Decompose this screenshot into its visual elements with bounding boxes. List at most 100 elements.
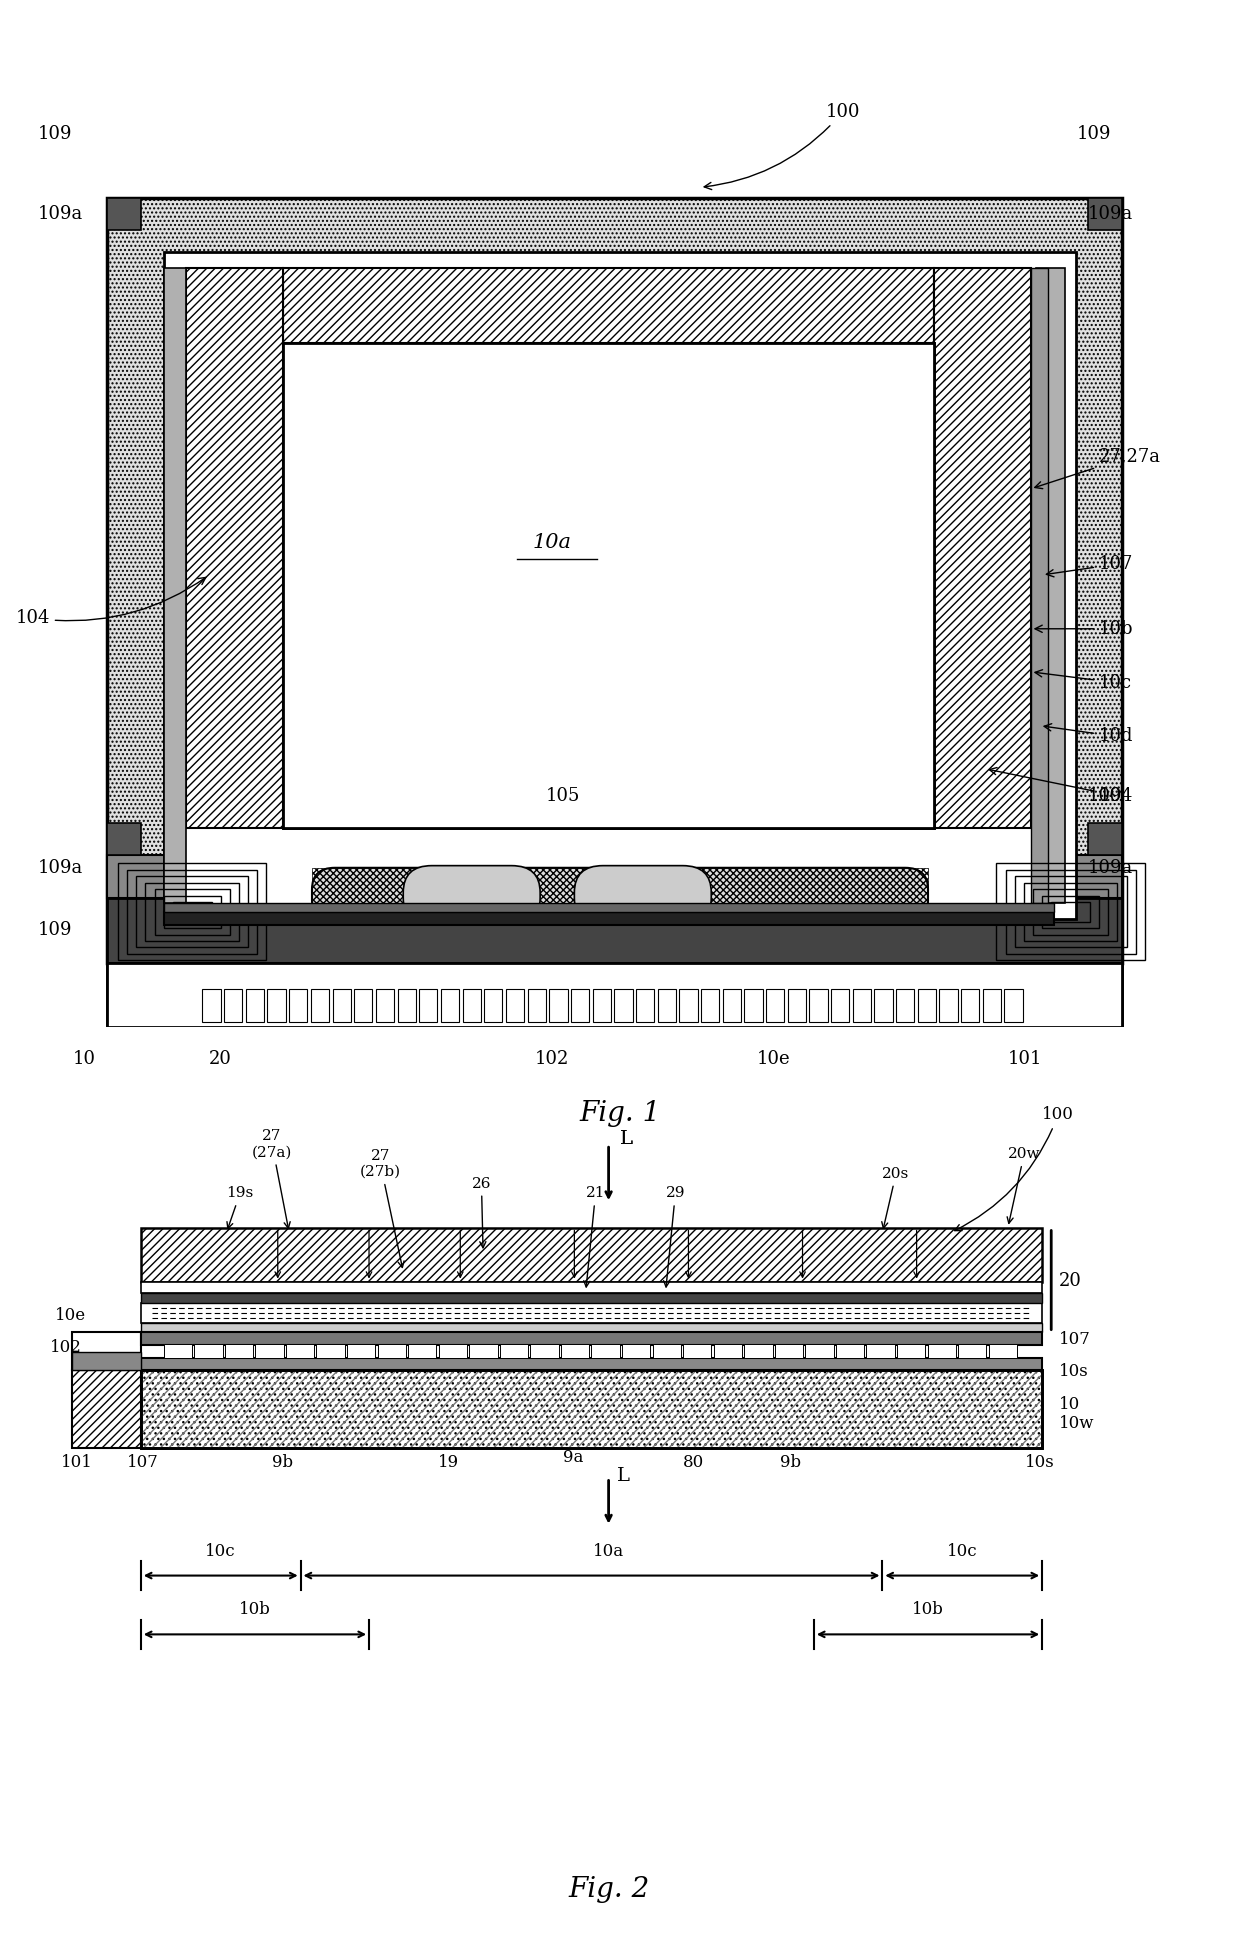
Text: 10s: 10s (1059, 1362, 1089, 1380)
Text: 109a: 109a (38, 205, 83, 223)
Bar (997, 864, 1145, 961)
Bar (141, 1293, 1042, 1302)
Text: 101: 101 (1008, 1050, 1043, 1068)
Bar (145, 884, 239, 942)
Bar (141, 1281, 1042, 1293)
Text: Fig. 2: Fig. 2 (568, 1876, 650, 1903)
Bar (591, 1345, 620, 1359)
Bar (622, 1345, 650, 1359)
Text: 26: 26 (471, 1176, 491, 1248)
Bar (940, 990, 957, 1021)
Text: 10b: 10b (1035, 620, 1133, 638)
Text: 10e: 10e (56, 1308, 87, 1324)
Bar (593, 990, 611, 1021)
Text: 107: 107 (1059, 1331, 1091, 1347)
Bar (398, 990, 415, 1021)
Bar (680, 990, 698, 1021)
Bar (831, 990, 849, 1021)
Bar (959, 1345, 987, 1359)
FancyBboxPatch shape (312, 868, 928, 922)
Bar (141, 1359, 1042, 1370)
Bar (107, 919, 1122, 1027)
Bar (224, 990, 242, 1021)
Bar (72, 1370, 141, 1448)
Text: 101: 101 (61, 1454, 93, 1471)
Bar (376, 990, 394, 1021)
Text: 9b: 9b (780, 1454, 801, 1471)
Bar (284, 764, 934, 828)
Bar (107, 963, 1122, 1027)
Bar (246, 990, 264, 1021)
Text: Fig. 1: Fig. 1 (579, 1099, 661, 1126)
Text: L: L (620, 1130, 632, 1149)
Text: 10c: 10c (1035, 671, 1132, 692)
Text: 21: 21 (584, 1186, 605, 1287)
Bar (961, 990, 980, 1021)
Text: 10: 10 (1059, 1395, 1080, 1413)
Bar (141, 1302, 1042, 1324)
Text: 100: 100 (704, 103, 859, 190)
Bar (332, 990, 351, 1021)
Bar (485, 990, 502, 1021)
Bar (744, 990, 763, 1021)
Bar (439, 1345, 467, 1359)
Bar (897, 1345, 925, 1359)
Bar (107, 855, 1122, 897)
Bar (1087, 198, 1122, 231)
Bar (155, 890, 229, 934)
Text: 10b: 10b (913, 1601, 944, 1618)
Text: 10c: 10c (206, 1543, 236, 1560)
Text: 102: 102 (50, 1339, 82, 1357)
Text: 10a: 10a (593, 1543, 624, 1560)
Bar (195, 1345, 222, 1359)
Bar (918, 990, 936, 1021)
Bar (1014, 876, 1126, 948)
Bar (683, 1345, 712, 1359)
Bar (136, 876, 248, 948)
Text: 109a: 109a (1087, 205, 1133, 223)
Bar (164, 252, 1076, 919)
Text: L: L (616, 1467, 630, 1485)
Text: 109a: 109a (38, 859, 83, 876)
Bar (531, 1345, 559, 1359)
Bar (636, 990, 655, 1021)
Text: 10w: 10w (1059, 1415, 1095, 1432)
Bar (72, 1353, 141, 1370)
Bar (186, 267, 1054, 903)
Bar (107, 822, 141, 855)
Text: 10d: 10d (1044, 723, 1133, 746)
Bar (224, 1345, 253, 1359)
Bar (897, 990, 914, 1021)
Text: 20s: 20s (882, 1167, 910, 1229)
Text: 109a: 109a (1087, 859, 1133, 876)
Text: 20: 20 (1059, 1271, 1083, 1289)
Text: 19: 19 (438, 1454, 459, 1471)
Text: 100: 100 (955, 1107, 1074, 1231)
Text: 109: 109 (38, 124, 73, 143)
Bar (806, 1345, 833, 1359)
Bar (312, 868, 928, 922)
Bar (714, 1345, 742, 1359)
Text: 29: 29 (663, 1186, 686, 1287)
Bar (1006, 870, 1136, 953)
Text: 105: 105 (546, 787, 580, 804)
Bar (469, 1345, 497, 1359)
Bar (286, 1345, 314, 1359)
Bar (107, 897, 1122, 963)
Text: 20w: 20w (1007, 1147, 1040, 1223)
Bar (1042, 895, 1099, 928)
Bar (463, 990, 481, 1021)
Bar (701, 990, 719, 1021)
Text: 20: 20 (210, 1050, 232, 1068)
Bar (141, 1370, 1042, 1448)
Bar (527, 990, 546, 1021)
Bar (441, 990, 459, 1021)
Text: 109: 109 (38, 921, 73, 940)
Bar (549, 990, 568, 1021)
Bar (419, 990, 438, 1021)
Bar (311, 990, 329, 1021)
Bar (787, 990, 806, 1021)
Bar (118, 864, 267, 961)
Bar (408, 1345, 436, 1359)
Bar (723, 990, 742, 1021)
